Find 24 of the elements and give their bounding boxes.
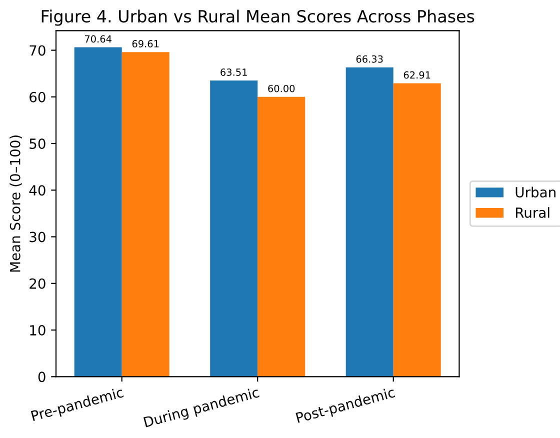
legend-label: Rural: [516, 207, 550, 218]
y-tick-label: 30: [30, 232, 46, 242]
y-tick-label: 50: [30, 138, 46, 149]
text: 66.33: [356, 55, 383, 63]
text: 62.91: [404, 71, 430, 79]
y-tick-label: 40: [29, 185, 46, 196]
y-tick-label: 20: [30, 278, 46, 289]
text: 70.64: [84, 35, 112, 43]
text: 69.61: [132, 40, 159, 48]
bar: [74, 47, 122, 377]
bar: [258, 96, 306, 377]
bar: [393, 83, 441, 377]
bar: [122, 52, 170, 377]
legend-label: Urban: [516, 186, 556, 198]
y-tick-label: 60: [30, 92, 46, 102]
text: 60.00: [268, 84, 295, 92]
bar: [346, 67, 394, 377]
bar: [210, 80, 258, 377]
y-tick-label: 70: [30, 45, 46, 56]
text: 63.51: [220, 68, 247, 76]
y-tick-label: 0: [38, 372, 46, 382]
y-tick-label: 10: [30, 325, 46, 336]
y-axis-title: Mean Score (0–100): [10, 136, 22, 272]
chart-title: Figure 4. Urban vs Rural Mean Scores Across Phases: [42, 10, 474, 26]
